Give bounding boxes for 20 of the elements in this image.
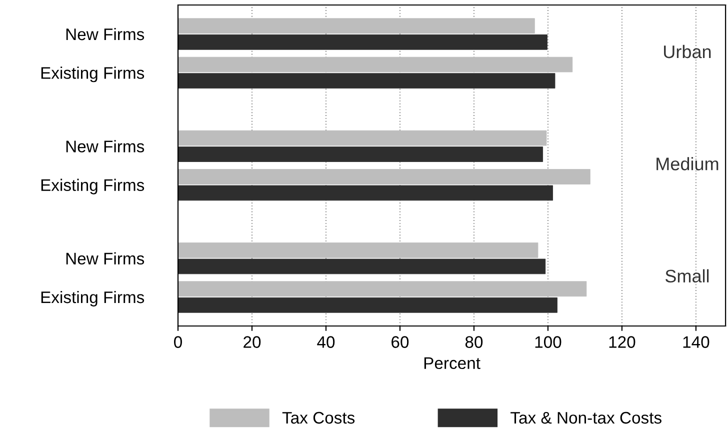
y-tick-label: New Firms: [66, 252, 144, 265]
y-tick-label: Existing Firms: [41, 290, 144, 306]
x-tick-label: 140: [683, 336, 710, 348]
x-tick-label: 80: [465, 336, 483, 348]
legend-label: Tax Costs: [282, 412, 355, 424]
x-tick-label: 20: [244, 336, 261, 348]
annotation: Medium: [656, 157, 718, 170]
legend-label: Tax & Non-tax Costs: [510, 412, 662, 424]
y-tick-label: Existing Firms: [41, 178, 144, 194]
x-tick-label: 40: [317, 336, 335, 348]
y-tick-label: Existing Firms: [41, 66, 144, 82]
x-axis-title: Percent: [424, 357, 480, 370]
y-tick-label: New Firms: [66, 28, 144, 40]
annotation: Urban: [664, 44, 711, 58]
y-tick-label: New Firms: [66, 140, 144, 152]
annotation: Small: [665, 269, 709, 283]
x-tick-label: 60: [392, 336, 409, 348]
x-tick-label: 120: [609, 336, 636, 348]
x-tick-label: 100: [535, 336, 562, 348]
x-tick-label: 0: [174, 336, 182, 348]
